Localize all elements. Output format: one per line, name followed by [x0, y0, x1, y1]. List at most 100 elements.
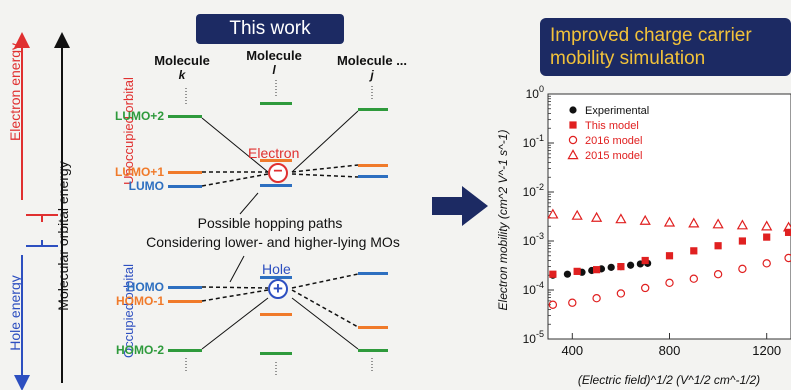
series-2: [548, 253, 791, 309]
homo2-label: HOMO-2: [116, 343, 164, 357]
legend-label: 2015 model: [585, 150, 643, 162]
hopping-paths-line1: Possible hopping paths: [197, 215, 343, 231]
molecule-j-label: Molecule ...: [336, 53, 408, 68]
data-point: [627, 261, 635, 269]
data-point: [590, 211, 603, 222]
data-point: [549, 270, 557, 278]
data-point: [738, 237, 746, 245]
y-tick-label: 10-5: [523, 329, 544, 346]
data-point: [568, 298, 577, 307]
legend-marker: [568, 135, 578, 145]
series-3: [547, 208, 791, 232]
data-point: [712, 218, 724, 229]
data-point: [736, 219, 749, 230]
y-tick-label: 10-3: [523, 231, 544, 248]
lumo2-label: LUMO+2: [114, 109, 164, 123]
data-point: [689, 274, 698, 283]
legend-label: 2016 model: [585, 135, 643, 147]
level-j-6: [358, 349, 388, 352]
level-l-3: [260, 184, 292, 187]
molecule-l-label: Molecule: [246, 48, 302, 63]
level-l-2: [260, 159, 292, 162]
data-point: [573, 267, 581, 275]
energy-diagram-svg: [14, 32, 388, 390]
data-point: [761, 220, 773, 231]
level-j-3: [358, 175, 388, 178]
data-point: [571, 209, 583, 220]
data-point: [548, 300, 558, 309]
molecule-k-label: Molecule: [154, 53, 210, 68]
data-point: [784, 228, 791, 236]
data-point: [762, 259, 771, 268]
level-j-1: [358, 108, 388, 111]
data-point: [547, 208, 559, 219]
electron-circle: [268, 163, 288, 183]
hole-circle: [268, 279, 288, 299]
data-point: [690, 247, 698, 255]
data-point: [665, 278, 674, 288]
series-1: [549, 228, 791, 278]
data-point: [592, 294, 601, 303]
mobility-chart: 100 10-1 10-2 10-3 10-4 10-5 400 800 1200 Exper…: [496, 84, 791, 387]
level-k-homo: [168, 286, 202, 289]
transition-arrow-icon: [432, 186, 488, 226]
legend-marker: [569, 106, 577, 114]
level-j-2: [358, 164, 388, 167]
molecule-j-symbol: j: [370, 68, 374, 82]
data-point: [641, 256, 649, 265]
electron-symbol: −: [273, 163, 283, 180]
data-point: [615, 213, 627, 224]
level-k-lumo: [168, 185, 202, 188]
y-tick-label: 10-4: [523, 280, 544, 297]
data-point: [640, 283, 650, 293]
level-j-5: [358, 326, 388, 329]
legend-label: This model: [585, 120, 639, 132]
x-tick-label: 800: [659, 343, 681, 358]
level-k-homo2: [168, 349, 202, 352]
level-k-homo1: [168, 300, 202, 303]
plot-area: [547, 93, 791, 340]
y-tick-label: 10-2: [523, 182, 544, 199]
data-point: [763, 233, 771, 241]
data-point: [639, 214, 651, 225]
homo-label: HOMO: [126, 280, 164, 294]
hopping-paths-line2: Considering lower- and higher-lying MOs: [146, 234, 400, 250]
data-point: [607, 263, 615, 271]
data-point: [738, 264, 747, 274]
level-l-1: [260, 102, 292, 105]
chart-banner: Improved charge carrier mobility simulat…: [540, 18, 791, 76]
legend-marker: [567, 149, 579, 160]
hole-label: Hole: [262, 261, 291, 277]
homo1-label: HOMO-1: [116, 294, 164, 308]
data-point: [665, 252, 674, 260]
data-point: [713, 270, 723, 279]
electron-label: Electron: [248, 145, 300, 161]
data-point: [663, 216, 676, 227]
data-point: [593, 266, 601, 274]
data-point: [714, 242, 722, 250]
level-l-5: [260, 313, 292, 316]
x-tick-label: 1200: [752, 343, 781, 358]
level-k-lumo1: [168, 171, 202, 174]
legend-label: Experimental: [585, 105, 649, 117]
data-point: [617, 263, 625, 271]
level-l-4: [260, 276, 292, 279]
y-tick-label: 10-1: [523, 133, 544, 150]
data-point: [688, 217, 700, 228]
x-tick-label: 400: [561, 343, 583, 358]
y-axis-label: Electron mobility (cm^2 V^-1 s^-1): [496, 130, 510, 311]
data-point: [784, 253, 791, 263]
lumo1-label: LUMO+1: [114, 165, 164, 179]
data-point: [616, 289, 626, 298]
molecule-k-symbol: k: [178, 68, 186, 82]
level-l-6: [260, 352, 292, 355]
y-tick-label: 100: [526, 84, 544, 101]
lumo-label: LUMO: [128, 179, 164, 193]
level-j-4: [358, 272, 388, 275]
this-work-banner: This work: [196, 14, 344, 44]
x-axis-label: (Electric field)^1/2 (V^1/2 cm^-1/2): [578, 373, 760, 387]
level-k-lumo2: [168, 115, 202, 118]
legend-marker: [569, 121, 577, 129]
hole-symbol: +: [273, 279, 283, 298]
data-point: [563, 270, 572, 278]
